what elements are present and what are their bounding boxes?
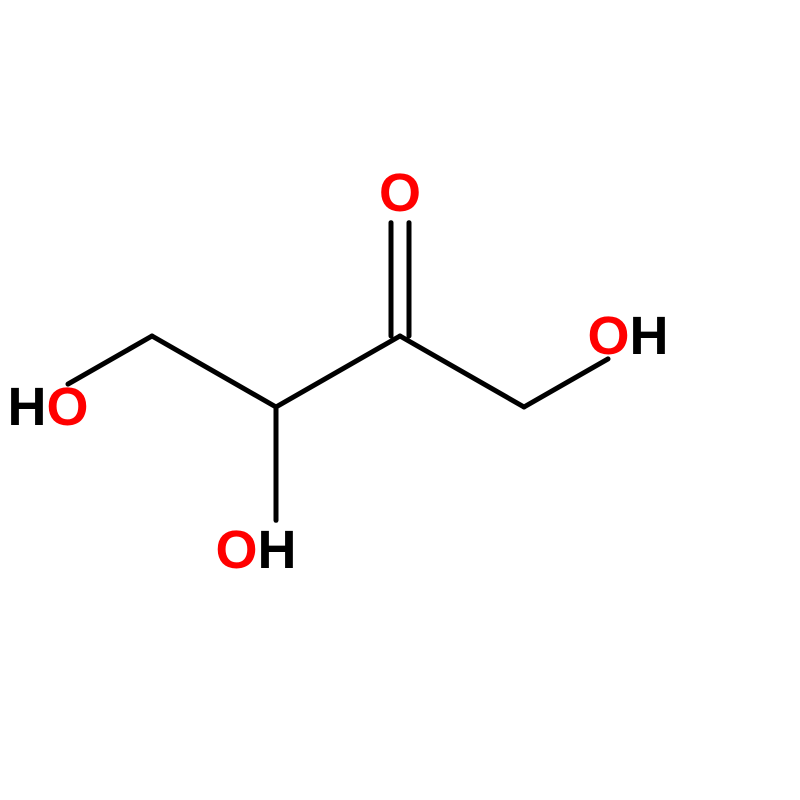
bond bbox=[400, 336, 524, 407]
atom-label: OH bbox=[588, 306, 669, 366]
atom-label: HO bbox=[7, 377, 88, 437]
atom-label: O bbox=[379, 163, 421, 223]
bond bbox=[524, 359, 608, 407]
molecule-diagram: O OH OH HO bbox=[0, 0, 800, 800]
bond bbox=[152, 336, 276, 407]
bond bbox=[276, 336, 400, 407]
atom-label: OH bbox=[216, 520, 297, 580]
bonds-layer bbox=[68, 223, 608, 521]
